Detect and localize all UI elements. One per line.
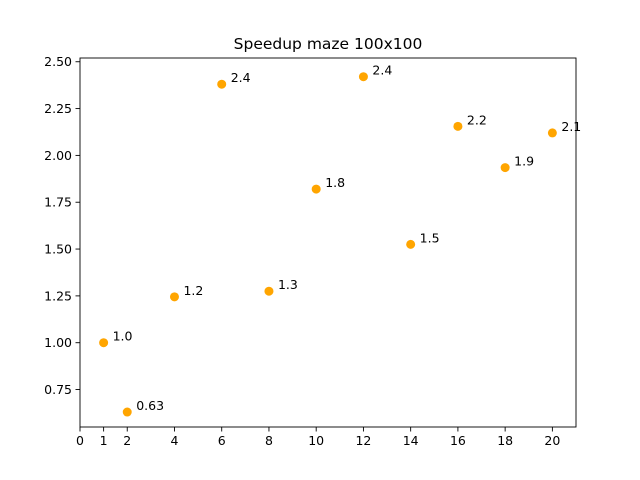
y-tick-label: 1.00	[44, 335, 72, 350]
data-point	[500, 163, 510, 173]
data-label: 2.4	[231, 70, 251, 85]
data-label: 1.5	[420, 230, 440, 245]
y-tick-label: 1.50	[44, 242, 72, 257]
data-point	[264, 286, 274, 296]
x-tick-label: 2	[123, 433, 131, 448]
data-label: 1.9	[514, 154, 534, 169]
data-label: 1.3	[278, 277, 298, 292]
data-point	[358, 72, 368, 82]
data-label: 0.63	[136, 398, 164, 413]
x-tick-label: 16	[450, 433, 466, 448]
x-tick-label: 10	[308, 433, 324, 448]
y-tick-label: 2.00	[44, 148, 72, 163]
data-point	[406, 239, 416, 249]
data-label: 2.2	[467, 112, 487, 127]
data-point	[169, 292, 179, 302]
data-point	[547, 128, 557, 138]
x-tick-label: 12	[355, 433, 371, 448]
data-label: 1.0	[113, 329, 133, 344]
x-tick-label: 0	[76, 433, 84, 448]
data-point	[311, 184, 321, 194]
data-point	[99, 338, 109, 348]
x-tick-label: 6	[218, 433, 226, 448]
x-tick-label: 1	[100, 433, 108, 448]
data-point	[122, 407, 132, 417]
data-label: 2.4	[372, 63, 392, 78]
data-point	[217, 79, 227, 89]
data-point	[453, 121, 463, 131]
plot-area: 0 1 2 4 6 8 10 12 14 16 18 20 0.75 1.00 1.25 1.50 1.75 2.…	[44, 54, 581, 448]
data-label: 1.2	[183, 283, 203, 298]
y-tick-label: 1.25	[44, 288, 72, 303]
y-tick-label: 2.25	[44, 101, 72, 116]
x-tick-label: 18	[497, 433, 513, 448]
chart-title: Speedup maze 100x100	[234, 35, 423, 53]
y-tick-label: 2.50	[44, 54, 72, 69]
data-label: 1.8	[325, 175, 345, 190]
x-tick-label: 14	[403, 433, 419, 448]
x-tick-label: 4	[170, 433, 178, 448]
x-tick-label: 8	[265, 433, 273, 448]
y-tick-label: 1.75	[44, 195, 72, 210]
data-label: 2.1	[561, 119, 581, 134]
y-tick-label: 0.75	[44, 382, 72, 397]
axes-frame	[79, 57, 577, 428]
x-tick-label: 20	[544, 433, 560, 448]
